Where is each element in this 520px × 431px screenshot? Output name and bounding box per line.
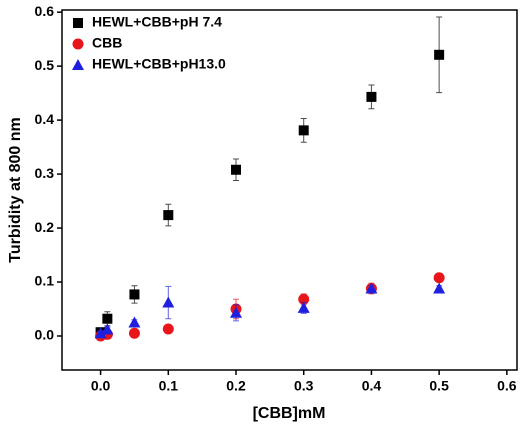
point <box>102 313 113 324</box>
x-tick-label: 0.5 <box>429 378 449 394</box>
point <box>231 164 242 175</box>
legend-marker <box>72 38 84 50</box>
y-tick-label: 0.1 <box>35 273 55 289</box>
point <box>298 125 309 136</box>
point <box>94 327 107 339</box>
point <box>162 323 174 335</box>
x-tick-label: 0.0 <box>91 378 111 394</box>
point <box>162 296 175 308</box>
point <box>433 282 446 294</box>
point <box>297 301 310 313</box>
point <box>434 49 445 60</box>
x-axis-title: [CBB]mM <box>253 405 326 422</box>
x-tick-label: 0.1 <box>159 378 179 394</box>
point <box>101 323 114 335</box>
point <box>163 210 174 221</box>
x-tick-label: 0.2 <box>226 378 246 394</box>
legend-marker <box>72 59 84 70</box>
y-tick-label: 0.5 <box>35 57 55 73</box>
legend-marker <box>73 18 83 28</box>
y-axis-title: Turbidity at 800 nm <box>7 117 24 263</box>
plot-frame <box>61 9 518 371</box>
y-tick-label: 0.0 <box>35 327 55 343</box>
x-tick-label: 0.4 <box>362 378 382 394</box>
y-tick-label: 0.4 <box>35 111 55 127</box>
legend-label: HEWL+CBB+pH13.0 <box>92 56 226 72</box>
legend-label: HEWL+CBB+pH 7.4 <box>92 14 222 30</box>
point <box>366 91 377 102</box>
legend-label: CBB <box>92 35 122 51</box>
point <box>128 327 140 339</box>
y-tick-label: 0.2 <box>35 219 55 235</box>
point <box>433 272 445 284</box>
point <box>128 316 141 328</box>
x-tick-label: 0.6 <box>497 378 517 394</box>
point <box>365 282 378 294</box>
point <box>129 289 140 300</box>
y-tick-label: 0.3 <box>35 165 55 181</box>
point <box>230 306 243 318</box>
y-tick-label: 0.6 <box>35 3 55 19</box>
x-tick-label: 0.3 <box>294 378 314 394</box>
